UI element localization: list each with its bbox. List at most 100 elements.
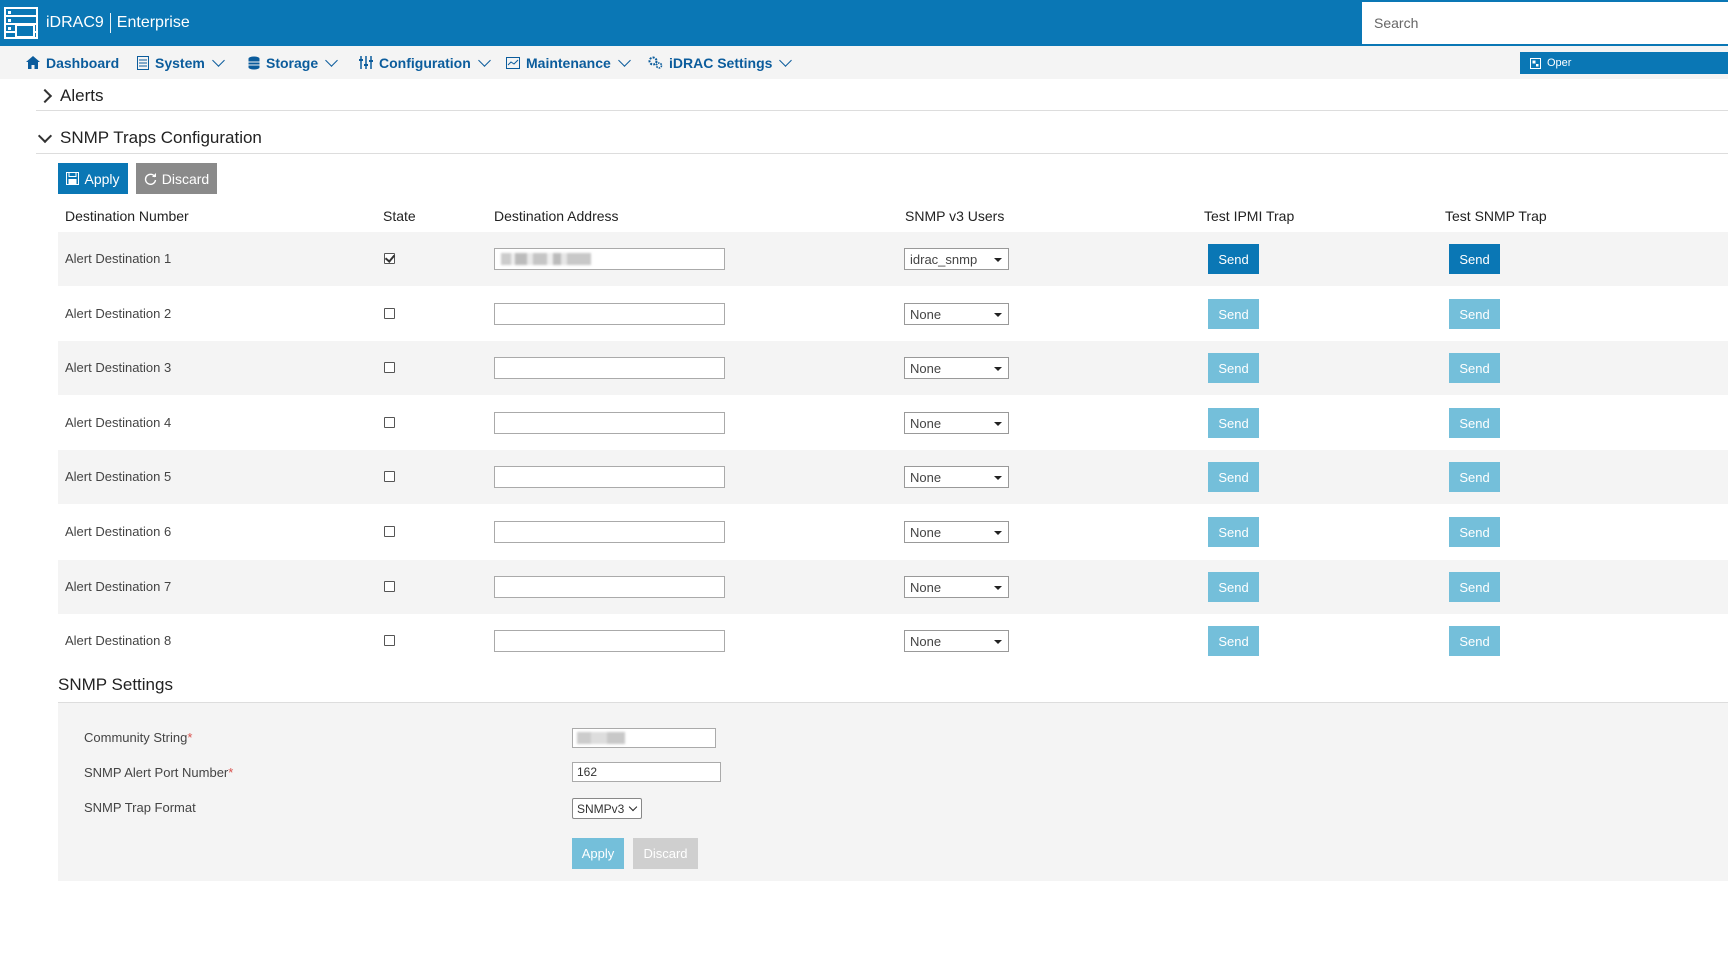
state-checkbox[interactable]: [384, 581, 395, 592]
destination-address-input[interactable]: [494, 576, 725, 598]
state-checkbox[interactable]: [384, 635, 395, 646]
table-row: Alert Destination 8 None Send Send: [58, 614, 1728, 668]
test-snmp-send-button[interactable]: Send: [1449, 626, 1500, 656]
home-icon: [26, 56, 40, 69]
refresh-icon: [144, 173, 156, 185]
test-snmp-send-button[interactable]: Send: [1449, 517, 1500, 547]
gears-icon: [648, 56, 663, 69]
divider: [36, 153, 1728, 154]
test-snmp-send-button[interactable]: Send: [1449, 244, 1500, 274]
destination-address-input[interactable]: [494, 521, 725, 543]
snmp-user-select[interactable]: None: [904, 412, 1009, 434]
obscured-value: [501, 253, 591, 265]
chevron-right-icon: [37, 88, 53, 104]
destination-label: Alert Destination 1: [65, 251, 172, 266]
snmp-user-value: None: [910, 524, 942, 540]
top-header: iDRAC9 Enterprise: [0, 0, 1728, 46]
destination-address-input[interactable]: [494, 630, 725, 652]
state-checkbox[interactable]: [384, 526, 395, 537]
destination-label: Alert Destination 5: [65, 469, 172, 484]
snmp-user-select[interactable]: idrac_snmp: [904, 248, 1009, 270]
snmp-user-select[interactable]: None: [904, 576, 1009, 598]
community-string-input[interactable]: [572, 728, 716, 748]
column-header-snmp-v3-users: SNMP v3 Users: [905, 208, 1005, 224]
snmp-settings-panel: [58, 702, 1728, 881]
trap-format-label: SNMP Trap Format: [84, 800, 196, 815]
destination-address-input[interactable]: [494, 357, 725, 379]
state-checkbox[interactable]: [384, 308, 395, 319]
destination-label: Alert Destination 4: [65, 415, 172, 430]
test-snmp-send-button[interactable]: Send: [1449, 572, 1500, 602]
state-checkbox[interactable]: [384, 471, 395, 482]
destination-address-input[interactable]: [494, 412, 725, 434]
snmp-user-value: None: [910, 360, 942, 376]
state-checkbox[interactable]: [384, 417, 395, 428]
nav-dashboard[interactable]: Dashboard: [26, 46, 119, 79]
test-ipmi-send-button[interactable]: Send: [1208, 408, 1259, 438]
traps-section-title: SNMP Traps Configuration: [60, 128, 262, 147]
community-string-label: Community String*: [84, 730, 192, 745]
test-snmp-send-button[interactable]: Send: [1449, 299, 1500, 329]
required-mark: *: [187, 730, 193, 745]
discard-button[interactable]: Discard: [136, 163, 217, 194]
dropdown-arrow-icon: [994, 586, 1002, 590]
nav-idrac-settings[interactable]: iDRAC Settings: [648, 46, 793, 79]
obscured-value: [577, 732, 625, 744]
discard-label: Discard: [161, 170, 210, 187]
database-icon: [248, 56, 260, 69]
settings-apply-button[interactable]: Apply: [572, 838, 624, 869]
destination-address-input[interactable]: [494, 466, 725, 488]
apply-button[interactable]: Apply: [58, 163, 128, 194]
chevron-down-icon: [617, 53, 631, 67]
divider: [36, 110, 1728, 111]
console-icon: [1530, 57, 1541, 69]
nav-configuration[interactable]: Configuration: [359, 46, 491, 79]
alerts-section-toggle[interactable]: Alerts: [37, 86, 103, 106]
state-checkbox[interactable]: [384, 362, 395, 373]
column-header-test-ipmi-trap: Test IPMI Trap: [1204, 208, 1295, 224]
nav-system[interactable]: System: [137, 46, 225, 79]
sliders-icon: [359, 56, 373, 69]
snmp-user-select[interactable]: None: [904, 357, 1009, 379]
trap-format-value: SNMPv3: [577, 801, 625, 816]
test-ipmi-send-button[interactable]: Send: [1208, 517, 1259, 547]
snmp-user-select[interactable]: None: [904, 466, 1009, 488]
test-ipmi-send-button[interactable]: Send: [1208, 353, 1259, 383]
snmp-user-select[interactable]: None: [904, 521, 1009, 543]
open-console-button[interactable]: Oper: [1520, 52, 1728, 74]
chevron-down-icon: [211, 53, 225, 67]
test-snmp-send-button[interactable]: Send: [1449, 462, 1500, 492]
snmp-user-value: None: [910, 579, 942, 595]
traps-section-toggle[interactable]: SNMP Traps Configuration: [37, 128, 262, 148]
test-snmp-send-button[interactable]: Send: [1449, 408, 1500, 438]
nav-maintenance-label: Maintenance: [526, 54, 611, 71]
test-ipmi-send-button[interactable]: Send: [1208, 299, 1259, 329]
required-mark: *: [228, 765, 234, 780]
destination-address-input[interactable]: [494, 248, 725, 270]
test-ipmi-send-button[interactable]: Send: [1208, 572, 1259, 602]
destination-label: Alert Destination 6: [65, 524, 172, 539]
idrac-logo-icon: [4, 7, 38, 39]
destination-address-input[interactable]: [494, 303, 725, 325]
dropdown-arrow-icon: [994, 422, 1002, 426]
column-header-destination-number: Destination Number: [65, 208, 189, 224]
table-row: Alert Destination 2 None Send Send: [58, 287, 1728, 341]
state-checkbox[interactable]: [384, 253, 395, 264]
trap-format-select[interactable]: SNMPv3: [572, 798, 642, 819]
nav-storage[interactable]: Storage: [248, 46, 338, 79]
server-icon: [137, 55, 149, 70]
chevron-down-icon: [37, 128, 53, 144]
snmp-user-value: None: [910, 306, 942, 322]
test-snmp-send-button[interactable]: Send: [1449, 353, 1500, 383]
test-ipmi-send-button[interactable]: Send: [1208, 462, 1259, 492]
snmp-user-value: None: [910, 633, 942, 649]
snmp-user-select[interactable]: None: [904, 303, 1009, 325]
test-ipmi-send-button[interactable]: Send: [1208, 244, 1259, 274]
settings-discard-button[interactable]: Discard: [633, 838, 698, 869]
snmp-port-input[interactable]: 162: [572, 762, 721, 782]
nav-maintenance[interactable]: Maintenance: [506, 46, 631, 79]
test-ipmi-send-button[interactable]: Send: [1208, 626, 1259, 656]
search-input[interactable]: [1362, 2, 1728, 44]
dropdown-arrow-icon: [994, 313, 1002, 317]
snmp-user-select[interactable]: None: [904, 630, 1009, 652]
